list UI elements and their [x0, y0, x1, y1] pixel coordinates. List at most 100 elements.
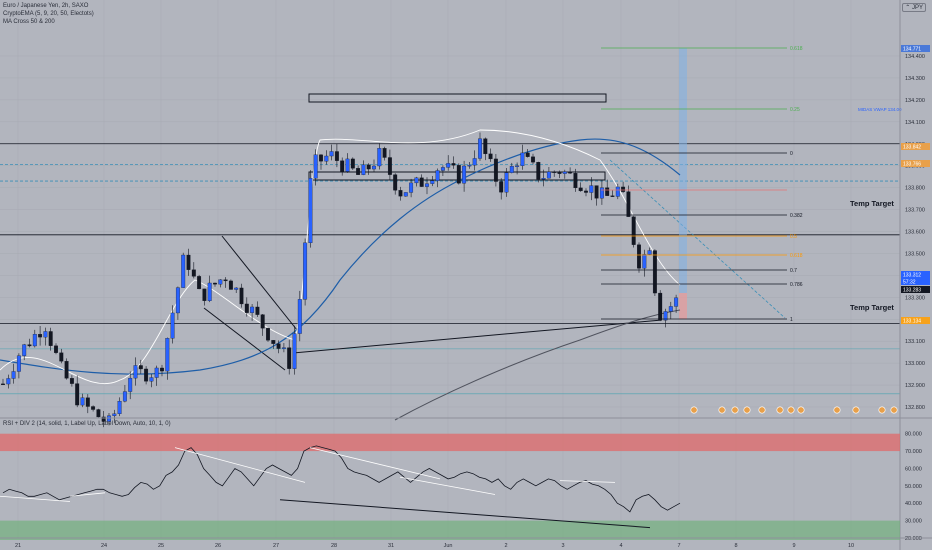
- candle-body: [112, 413, 117, 416]
- candle-body: [287, 347, 292, 369]
- price-label-text: 133.842: [903, 145, 921, 151]
- candle-body: [674, 297, 679, 307]
- candle-body: [647, 250, 652, 255]
- price-label-box: [901, 160, 930, 167]
- symbol-title: Euro / Japanese Yen, 2h, SAXO: [3, 3, 89, 9]
- dashed-trend: [609, 159, 786, 319]
- price-tick-label: 134.200: [905, 98, 925, 104]
- chart-legend: Euro / Japanese Yen, 2h, SAXO CryptoEMA …: [3, 2, 94, 26]
- candle-body: [239, 287, 244, 305]
- candle-body: [6, 378, 11, 385]
- candle-body: [281, 347, 286, 349]
- fib-level-label: 1: [790, 317, 793, 323]
- candle-body: [642, 254, 647, 269]
- time-tick-label: 28: [331, 543, 337, 549]
- candle-body: [303, 242, 308, 300]
- range-box-top: [308, 93, 607, 103]
- price-tick-label: 133.500: [905, 251, 925, 257]
- candle-body: [663, 311, 668, 321]
- candle-body: [154, 367, 159, 378]
- candle-body: [228, 280, 233, 290]
- fib-level-label: 0.382: [790, 213, 803, 219]
- time-tick-label: 3: [561, 543, 564, 549]
- price-label-box: [901, 45, 930, 52]
- candle-body: [372, 165, 376, 170]
- candle-body: [599, 187, 604, 199]
- candle-body: [531, 156, 535, 163]
- candle-body: [59, 352, 64, 362]
- candle-body: [366, 164, 371, 170]
- fib-level-label: 0.618: [790, 46, 803, 52]
- candle-body: [128, 377, 133, 392]
- candle-body: [191, 269, 196, 277]
- candle-body: [637, 244, 641, 269]
- price-tick-label: 133.100: [905, 339, 925, 345]
- price-tick-label: 132.900: [905, 383, 925, 389]
- candle-body: [541, 178, 546, 180]
- candle-body: [414, 177, 419, 184]
- indicator-ma-cross[interactable]: MA Cross 50 & 200: [3, 19, 55, 25]
- candle-body: [144, 368, 149, 382]
- indicator-ema[interactable]: CryptoEMA (5, 9, 20, 50, Electots): [3, 11, 94, 17]
- candle-body: [398, 190, 403, 197]
- candle-body: [525, 152, 530, 157]
- candle-body: [652, 250, 657, 294]
- currency-badge[interactable]: ⌃ JPY: [902, 3, 926, 12]
- candle-body: [440, 167, 445, 171]
- event-icon: [833, 406, 841, 414]
- rsi-tick-label: 40.000: [905, 501, 922, 507]
- candle-body: [552, 171, 557, 173]
- candle-body: [626, 191, 631, 217]
- candle-body: [409, 182, 414, 193]
- candle-body: [515, 165, 520, 167]
- price-tick-label: 133.000: [905, 361, 925, 367]
- price-label-box: [901, 271, 930, 278]
- fib-level-label: 0.618: [790, 253, 803, 259]
- rsi-tick-label: 20.000: [905, 536, 922, 542]
- time-tick-label: 25: [158, 543, 164, 549]
- price-label-text: 57:32: [903, 280, 916, 286]
- rsi-tick-label: 80.000: [905, 432, 922, 438]
- time-tick-label: 27: [273, 543, 279, 549]
- vwap-label: MIDAS VWAP 134.00: [858, 107, 902, 112]
- event-icon: [797, 406, 805, 414]
- price-tick-label: 133.600: [905, 230, 925, 236]
- candle-body: [91, 406, 96, 410]
- candle-body: [446, 163, 451, 168]
- candle-body: [160, 367, 164, 372]
- candle-body: [308, 178, 313, 244]
- candle-body: [520, 152, 525, 166]
- trend-line: [292, 319, 663, 354]
- rsi-legend[interactable]: RSI + DIV 2 (14, solid, 1, Label Up, Lab…: [3, 421, 171, 427]
- time-tick-label: 8: [734, 543, 737, 549]
- price-tick-label: 134.400: [905, 54, 925, 60]
- candle-body: [403, 192, 408, 197]
- candle-body: [356, 168, 361, 175]
- rsi-div-line: [0, 495, 71, 502]
- fib-level-label: 0.25: [790, 107, 800, 113]
- rsi-line: [2, 445, 681, 513]
- candle-body: [255, 306, 260, 315]
- price-label-box: [901, 317, 930, 324]
- candle-body: [345, 158, 350, 172]
- time-tick-label: 4: [619, 543, 622, 549]
- candle-body: [207, 282, 212, 301]
- candle-body: [292, 333, 297, 369]
- candle-body: [223, 279, 228, 282]
- candle-body: [499, 181, 504, 193]
- rsi-tick-label: 60.000: [905, 466, 922, 472]
- candle-body: [605, 187, 610, 196]
- candle-body: [319, 154, 323, 162]
- candle-body: [117, 401, 122, 414]
- rsi-div-line: [309, 447, 441, 480]
- fib-level-label: 0.5: [790, 234, 797, 240]
- time-tick-label: 2: [504, 543, 507, 549]
- time-tick-label: 9: [792, 543, 795, 549]
- ema-50-line: [0, 138, 681, 375]
- candle-body: [186, 254, 191, 270]
- ma-200-line: [394, 309, 681, 421]
- candle-body: [181, 254, 186, 288]
- candle-body: [38, 334, 43, 338]
- fib-level-label: 0.786: [790, 282, 803, 288]
